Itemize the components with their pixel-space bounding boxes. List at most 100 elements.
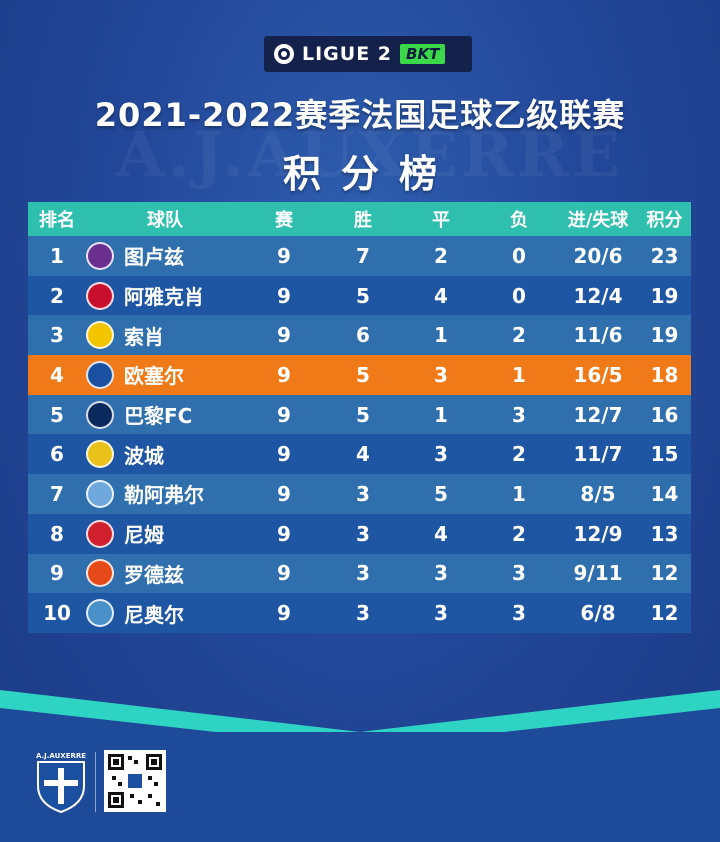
cell-played: 9 bbox=[277, 481, 291, 506]
team-badge-icon bbox=[86, 400, 114, 429]
cell-lost: 0 bbox=[512, 243, 526, 268]
page-subtitle: 积分榜 bbox=[282, 152, 457, 196]
cell-drawn: 4 bbox=[434, 521, 448, 546]
cell-drawn: 2 bbox=[434, 243, 448, 268]
table-row: 4 欧塞尔 9 5 3 1 16/5 18 bbox=[28, 355, 691, 395]
team-badge-icon bbox=[86, 559, 114, 588]
cell-won: 6 bbox=[356, 323, 370, 348]
team-name: 尼姆 bbox=[124, 523, 164, 548]
cell-goals: 11/7 bbox=[573, 442, 623, 467]
cell-team: 索肖 bbox=[86, 321, 244, 350]
cell-rank: 5 bbox=[50, 402, 64, 427]
cell-rank: 9 bbox=[50, 561, 64, 586]
cell-team: 尼姆 bbox=[86, 519, 244, 548]
team-badge-icon bbox=[86, 321, 114, 350]
cell-drawn: 3 bbox=[434, 362, 448, 387]
header-goals: 进/失球 bbox=[567, 210, 629, 231]
cell-played: 9 bbox=[277, 362, 291, 387]
team-name: 波城 bbox=[124, 443, 164, 468]
cell-lost: 1 bbox=[512, 362, 526, 387]
cell-drawn: 3 bbox=[434, 442, 448, 467]
cell-points: 18 bbox=[650, 362, 679, 387]
table-row: 10 尼奥尔 9 3 3 3 6/8 12 bbox=[28, 593, 691, 633]
cell-rank: 1 bbox=[50, 243, 64, 268]
cell-rank: 7 bbox=[50, 481, 64, 506]
cell-team: 阿雅克肖 bbox=[86, 281, 244, 310]
cell-points: 19 bbox=[650, 283, 679, 308]
team-badge-icon bbox=[86, 479, 114, 508]
cell-goals: 12/7 bbox=[573, 402, 623, 427]
cell-played: 9 bbox=[277, 561, 291, 586]
cell-rank: 10 bbox=[43, 601, 71, 626]
cell-team: 波城 bbox=[86, 440, 244, 469]
team-badge-icon bbox=[86, 360, 114, 389]
header-drawn: 平 bbox=[432, 210, 450, 231]
table-row: 8 尼姆 9 3 4 2 12/9 13 bbox=[28, 513, 691, 554]
cell-played: 9 bbox=[277, 323, 291, 348]
header-played: 赛 bbox=[275, 210, 293, 231]
team-name: 勒阿弗尔 bbox=[124, 483, 204, 508]
table-row: 3 索肖 9 6 1 2 11/6 19 bbox=[28, 315, 691, 356]
cell-played: 9 bbox=[277, 442, 291, 467]
team-badge-icon bbox=[86, 599, 114, 628]
cell-lost: 3 bbox=[512, 561, 526, 586]
header-points: 积分 bbox=[646, 210, 683, 231]
team-name: 图卢兹 bbox=[124, 245, 184, 270]
cell-lost: 2 bbox=[512, 521, 526, 546]
cell-won: 3 bbox=[356, 561, 370, 586]
cell-points: 23 bbox=[650, 243, 679, 268]
team-name: 尼奥尔 bbox=[124, 602, 184, 627]
cell-points: 12 bbox=[650, 601, 679, 626]
cell-played: 9 bbox=[277, 283, 291, 308]
header-won: 胜 bbox=[354, 210, 372, 231]
header-rank: 排名 bbox=[39, 210, 75, 231]
cell-goals: 20/6 bbox=[573, 243, 623, 268]
league-name: LIGUE 2 bbox=[302, 43, 393, 65]
cell-drawn: 4 bbox=[434, 283, 448, 308]
team-badge-icon bbox=[86, 281, 114, 310]
cell-team: 图卢兹 bbox=[86, 241, 244, 270]
standings-table: 排名 球队 赛 胜 平 负 进/失球 积分 1 图卢兹 9 7 2 0 20/6 23 2 阿雅克… bbox=[28, 202, 691, 633]
watermark-text: A.J.AUXERRE bbox=[116, 118, 624, 191]
sponsor-label: BKT bbox=[400, 44, 446, 64]
cell-rank: 4 bbox=[50, 362, 64, 387]
cell-won: 7 bbox=[356, 243, 370, 268]
team-name: 欧塞尔 bbox=[124, 364, 184, 389]
cell-won: 3 bbox=[356, 521, 370, 546]
cell-points: 12 bbox=[650, 561, 679, 586]
cell-rank: 8 bbox=[50, 521, 64, 546]
cell-goals: 16/5 bbox=[573, 362, 623, 387]
cell-won: 4 bbox=[356, 442, 370, 467]
cell-goals: 8/5 bbox=[580, 481, 616, 506]
table-row: 7 勒阿弗尔 9 3 5 1 8/5 14 bbox=[28, 474, 691, 514]
cell-goals: 12/9 bbox=[573, 521, 623, 546]
table-row: 5 巴黎FC 9 5 1 3 12/7 16 bbox=[28, 394, 691, 435]
team-name: 罗德兹 bbox=[124, 562, 184, 587]
cell-drawn: 3 bbox=[434, 601, 448, 626]
cell-drawn: 3 bbox=[434, 561, 448, 586]
cell-lost: 3 bbox=[512, 601, 526, 626]
qr-code-icon[interactable] bbox=[104, 750, 166, 812]
team-badge-icon bbox=[86, 440, 114, 469]
team-name: 阿雅克肖 bbox=[124, 285, 204, 310]
cell-won: 5 bbox=[356, 362, 370, 387]
table-row: 9 罗德兹 9 3 3 3 9/11 12 bbox=[28, 553, 691, 594]
header-team: 球队 bbox=[147, 210, 183, 231]
table-header: 排名 球队 赛 胜 平 负 进/失球 积分 bbox=[28, 202, 691, 236]
cell-won: 3 bbox=[356, 481, 370, 506]
team-name: 索肖 bbox=[124, 324, 164, 349]
team-badge-icon bbox=[86, 519, 114, 548]
header-lost: 负 bbox=[510, 210, 528, 231]
table-row: 1 图卢兹 9 7 2 0 20/6 23 bbox=[28, 236, 691, 276]
cell-team: 欧塞尔 bbox=[86, 360, 244, 389]
cell-points: 14 bbox=[650, 481, 679, 506]
cell-rank: 6 bbox=[50, 442, 64, 467]
cell-played: 9 bbox=[277, 402, 291, 427]
table-row: 6 波城 9 4 3 2 11/7 15 bbox=[28, 434, 691, 475]
cell-lost: 2 bbox=[512, 442, 526, 467]
cell-won: 5 bbox=[356, 402, 370, 427]
ligue-logo-icon bbox=[274, 44, 294, 64]
auxerre-crest-icon bbox=[37, 761, 85, 814]
team-badge-icon bbox=[86, 241, 114, 270]
cell-rank: 2 bbox=[50, 283, 64, 308]
